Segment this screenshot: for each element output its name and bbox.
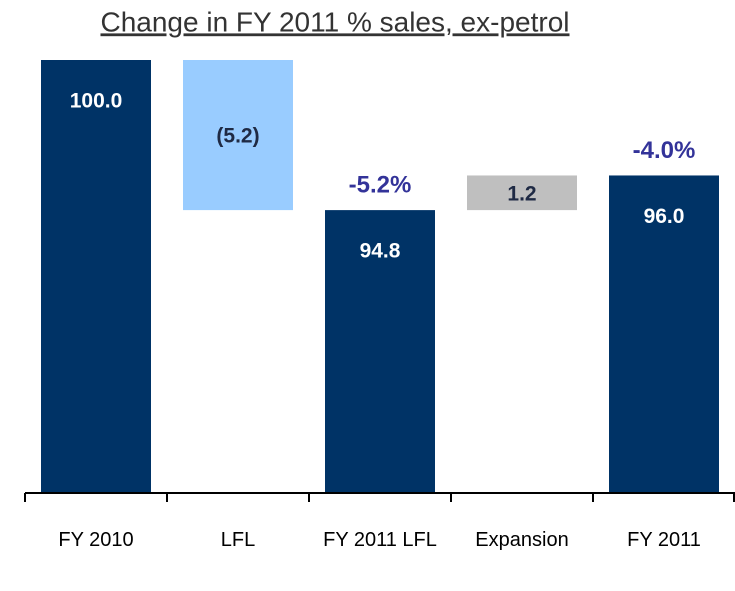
x-tick-label: Expansion <box>475 529 569 551</box>
bar <box>41 60 151 493</box>
bar <box>467 175 577 211</box>
x-tick-label: FY 2010 <box>58 529 134 551</box>
x-tick-label: FY 2011 LFL <box>323 529 437 551</box>
data-label: 96.0 <box>644 205 685 228</box>
chart-title: Change in FY 2011 % sales, ex-petrol <box>100 6 569 37</box>
bar <box>609 175 719 493</box>
bar <box>325 210 435 493</box>
bar <box>183 60 293 211</box>
annotation: -5.2% <box>349 171 412 198</box>
data-label: (5.2) <box>216 125 259 148</box>
data-label: 94.8 <box>360 240 401 263</box>
annotation: -4.0% <box>633 137 696 164</box>
data-label: 100.0 <box>70 90 123 113</box>
data-label: 1.2 <box>507 182 536 205</box>
x-tick-label: LFL <box>220 529 256 551</box>
x-tick-label: FY 2011 <box>627 529 701 551</box>
